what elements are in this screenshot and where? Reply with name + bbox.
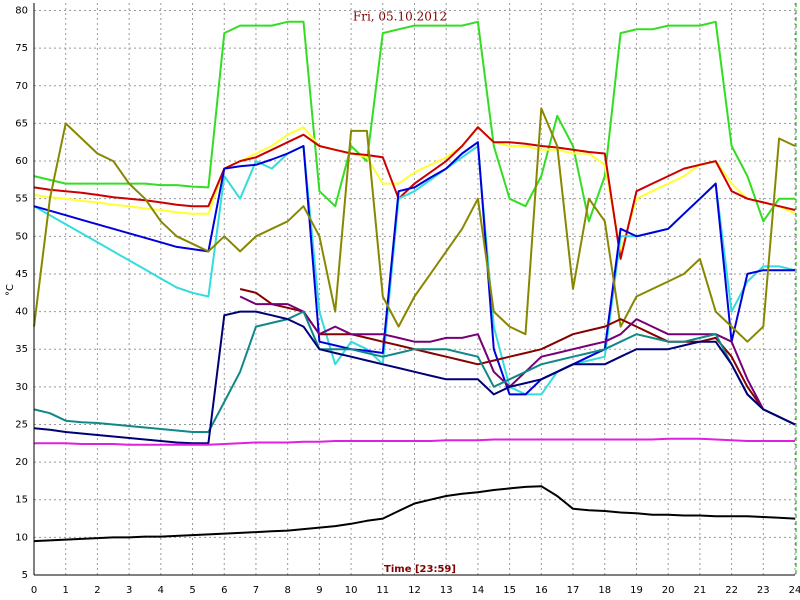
- y-tick-label: 35: [15, 344, 28, 355]
- x-tick-label: 10: [345, 585, 358, 596]
- x-tick-label: 9: [316, 585, 322, 596]
- x-tick-label: 2: [94, 585, 100, 596]
- series-line: [33, 310, 796, 445]
- y-tick-label: 5: [22, 570, 28, 581]
- series-line: [33, 107, 796, 343]
- y-tick-label: 80: [15, 6, 28, 17]
- series-line: [33, 485, 796, 543]
- x-tick-label: 0: [31, 585, 37, 596]
- y-tick-label: 45: [15, 269, 28, 280]
- y-tick-label: 50: [15, 231, 28, 242]
- x-tick-label: 4: [158, 585, 164, 596]
- x-tick-label: 20: [662, 585, 675, 596]
- x-tick-label: 5: [189, 585, 195, 596]
- x-tick-label: 13: [440, 585, 453, 596]
- x-tick-label: 22: [725, 585, 738, 596]
- y-tick-label: 55: [15, 194, 28, 205]
- y-tick-label: 40: [15, 307, 28, 318]
- x-tick-label: 12: [408, 585, 421, 596]
- y-axis-label: °C: [5, 284, 16, 296]
- x-tick-label: 6: [221, 585, 227, 596]
- x-tick-label: 17: [567, 585, 580, 596]
- series-line: [239, 295, 796, 426]
- y-tick-label: 60: [15, 156, 28, 167]
- series-line: [33, 141, 795, 396]
- x-tick-label: 15: [503, 585, 516, 596]
- series-line: [34, 437, 795, 446]
- x-tick-label: 7: [253, 585, 259, 596]
- series-line: [33, 310, 796, 433]
- x-tick-label: 19: [630, 585, 643, 596]
- y-tick-label: 20: [15, 457, 28, 468]
- y-tick-label: 70: [15, 81, 28, 92]
- y-tick-label: 25: [15, 419, 28, 430]
- x-tick-label: 23: [757, 585, 770, 596]
- series-line: [33, 20, 795, 223]
- x-axis-label: Time [23:59]: [384, 564, 456, 575]
- y-tick-label: 10: [15, 532, 28, 543]
- x-tick-label: 14: [472, 585, 485, 596]
- lines: [33, 20, 796, 543]
- y-tick-label: 30: [15, 382, 28, 393]
- y-tick-label: 75: [15, 43, 28, 54]
- x-tick-label: 16: [535, 585, 548, 596]
- y-tick-label: 65: [15, 118, 28, 129]
- x-tick-label: 18: [598, 585, 611, 596]
- x-tick-label: 11: [376, 585, 389, 596]
- x-tick-label: 1: [63, 585, 69, 596]
- x-tick-label: 21: [694, 585, 707, 596]
- chart-title: Fri, 05.10.2012: [353, 10, 447, 24]
- y-tick-label: 15: [15, 495, 28, 506]
- series-line: [33, 126, 796, 260]
- x-tick-label: 3: [126, 585, 132, 596]
- x-tick-label: 8: [284, 585, 290, 596]
- series-line: [33, 126, 796, 253]
- x-tick-label: 24: [789, 585, 800, 596]
